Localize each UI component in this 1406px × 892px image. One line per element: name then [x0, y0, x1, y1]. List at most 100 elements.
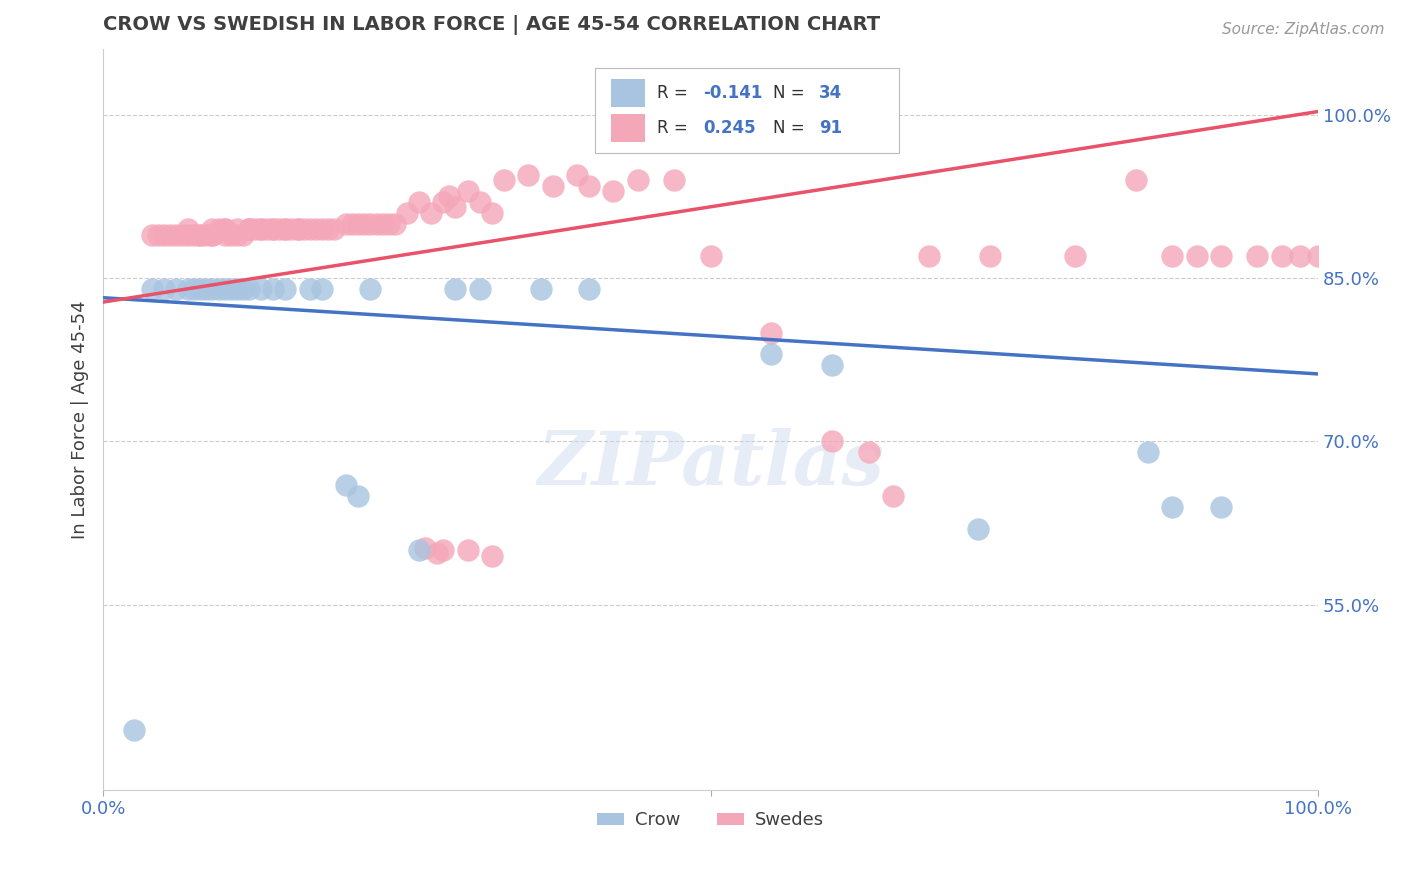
- Point: [311, 222, 333, 236]
- Point: [457, 184, 479, 198]
- Point: [195, 282, 218, 296]
- Point: [141, 227, 163, 242]
- Point: [188, 282, 211, 296]
- Text: -0.141: -0.141: [703, 85, 762, 103]
- Point: [481, 206, 503, 220]
- Point: [311, 282, 333, 296]
- Point: [298, 282, 321, 296]
- Point: [1289, 249, 1312, 263]
- Point: [1161, 500, 1184, 514]
- Point: [232, 227, 254, 242]
- Point: [918, 249, 941, 263]
- Point: [1209, 500, 1232, 514]
- Point: [432, 194, 454, 209]
- Point: [183, 282, 205, 296]
- Point: [468, 194, 491, 209]
- Point: [457, 543, 479, 558]
- Point: [1064, 249, 1087, 263]
- Point: [1246, 249, 1268, 263]
- Text: R =: R =: [657, 85, 693, 103]
- Point: [183, 227, 205, 242]
- Text: 34: 34: [818, 85, 842, 103]
- Point: [761, 347, 783, 361]
- Point: [664, 173, 686, 187]
- FancyBboxPatch shape: [612, 79, 645, 108]
- Point: [225, 227, 247, 242]
- Point: [347, 217, 370, 231]
- Point: [602, 184, 624, 198]
- Point: [214, 282, 236, 296]
- Point: [305, 222, 328, 236]
- Text: 91: 91: [818, 120, 842, 137]
- Point: [821, 434, 844, 449]
- Point: [529, 282, 551, 296]
- Point: [214, 227, 236, 242]
- Point: [232, 282, 254, 296]
- Point: [159, 227, 181, 242]
- Point: [967, 522, 990, 536]
- Point: [262, 222, 284, 236]
- Point: [201, 222, 224, 236]
- Point: [165, 227, 187, 242]
- Point: [250, 222, 273, 236]
- Point: [821, 358, 844, 372]
- Point: [153, 227, 176, 242]
- Text: N =: N =: [773, 85, 810, 103]
- Point: [250, 222, 273, 236]
- Point: [250, 282, 273, 296]
- Point: [287, 222, 309, 236]
- Point: [426, 545, 449, 559]
- Point: [858, 445, 880, 459]
- Point: [274, 222, 297, 236]
- Text: ZIPatlas: ZIPatlas: [537, 428, 884, 500]
- Point: [353, 217, 375, 231]
- Point: [225, 282, 247, 296]
- Point: [298, 222, 321, 236]
- Point: [201, 227, 224, 242]
- Point: [468, 282, 491, 296]
- Point: [1137, 445, 1160, 459]
- Point: [287, 222, 309, 236]
- Point: [481, 549, 503, 563]
- Point: [371, 217, 394, 231]
- Point: [316, 222, 339, 236]
- FancyBboxPatch shape: [612, 114, 645, 143]
- Point: [1185, 249, 1208, 263]
- Point: [578, 178, 600, 193]
- Point: [1209, 249, 1232, 263]
- Point: [262, 222, 284, 236]
- Point: [335, 217, 357, 231]
- Text: Source: ZipAtlas.com: Source: ZipAtlas.com: [1222, 22, 1385, 37]
- Point: [207, 222, 229, 236]
- Point: [177, 282, 200, 296]
- Point: [153, 282, 176, 296]
- Point: [214, 222, 236, 236]
- Text: CROW VS SWEDISH IN LABOR FORCE | AGE 45-54 CORRELATION CHART: CROW VS SWEDISH IN LABOR FORCE | AGE 45-…: [103, 15, 880, 35]
- Point: [207, 282, 229, 296]
- Point: [165, 282, 187, 296]
- Point: [444, 200, 467, 214]
- Point: [432, 543, 454, 558]
- Point: [359, 282, 381, 296]
- Point: [292, 222, 315, 236]
- Point: [1161, 249, 1184, 263]
- Point: [238, 222, 260, 236]
- Point: [517, 168, 540, 182]
- Point: [699, 249, 721, 263]
- Point: [141, 282, 163, 296]
- Point: [494, 173, 516, 187]
- Point: [238, 282, 260, 296]
- Point: [627, 173, 650, 187]
- Point: [201, 227, 224, 242]
- Point: [541, 178, 564, 193]
- Point: [395, 206, 418, 220]
- Point: [274, 222, 297, 236]
- Point: [188, 227, 211, 242]
- Point: [444, 282, 467, 296]
- Point: [377, 217, 399, 231]
- Point: [172, 227, 194, 242]
- Y-axis label: In Labor Force | Age 45-54: In Labor Force | Age 45-54: [72, 301, 89, 539]
- Text: R =: R =: [657, 120, 693, 137]
- Point: [256, 222, 278, 236]
- Point: [384, 217, 406, 231]
